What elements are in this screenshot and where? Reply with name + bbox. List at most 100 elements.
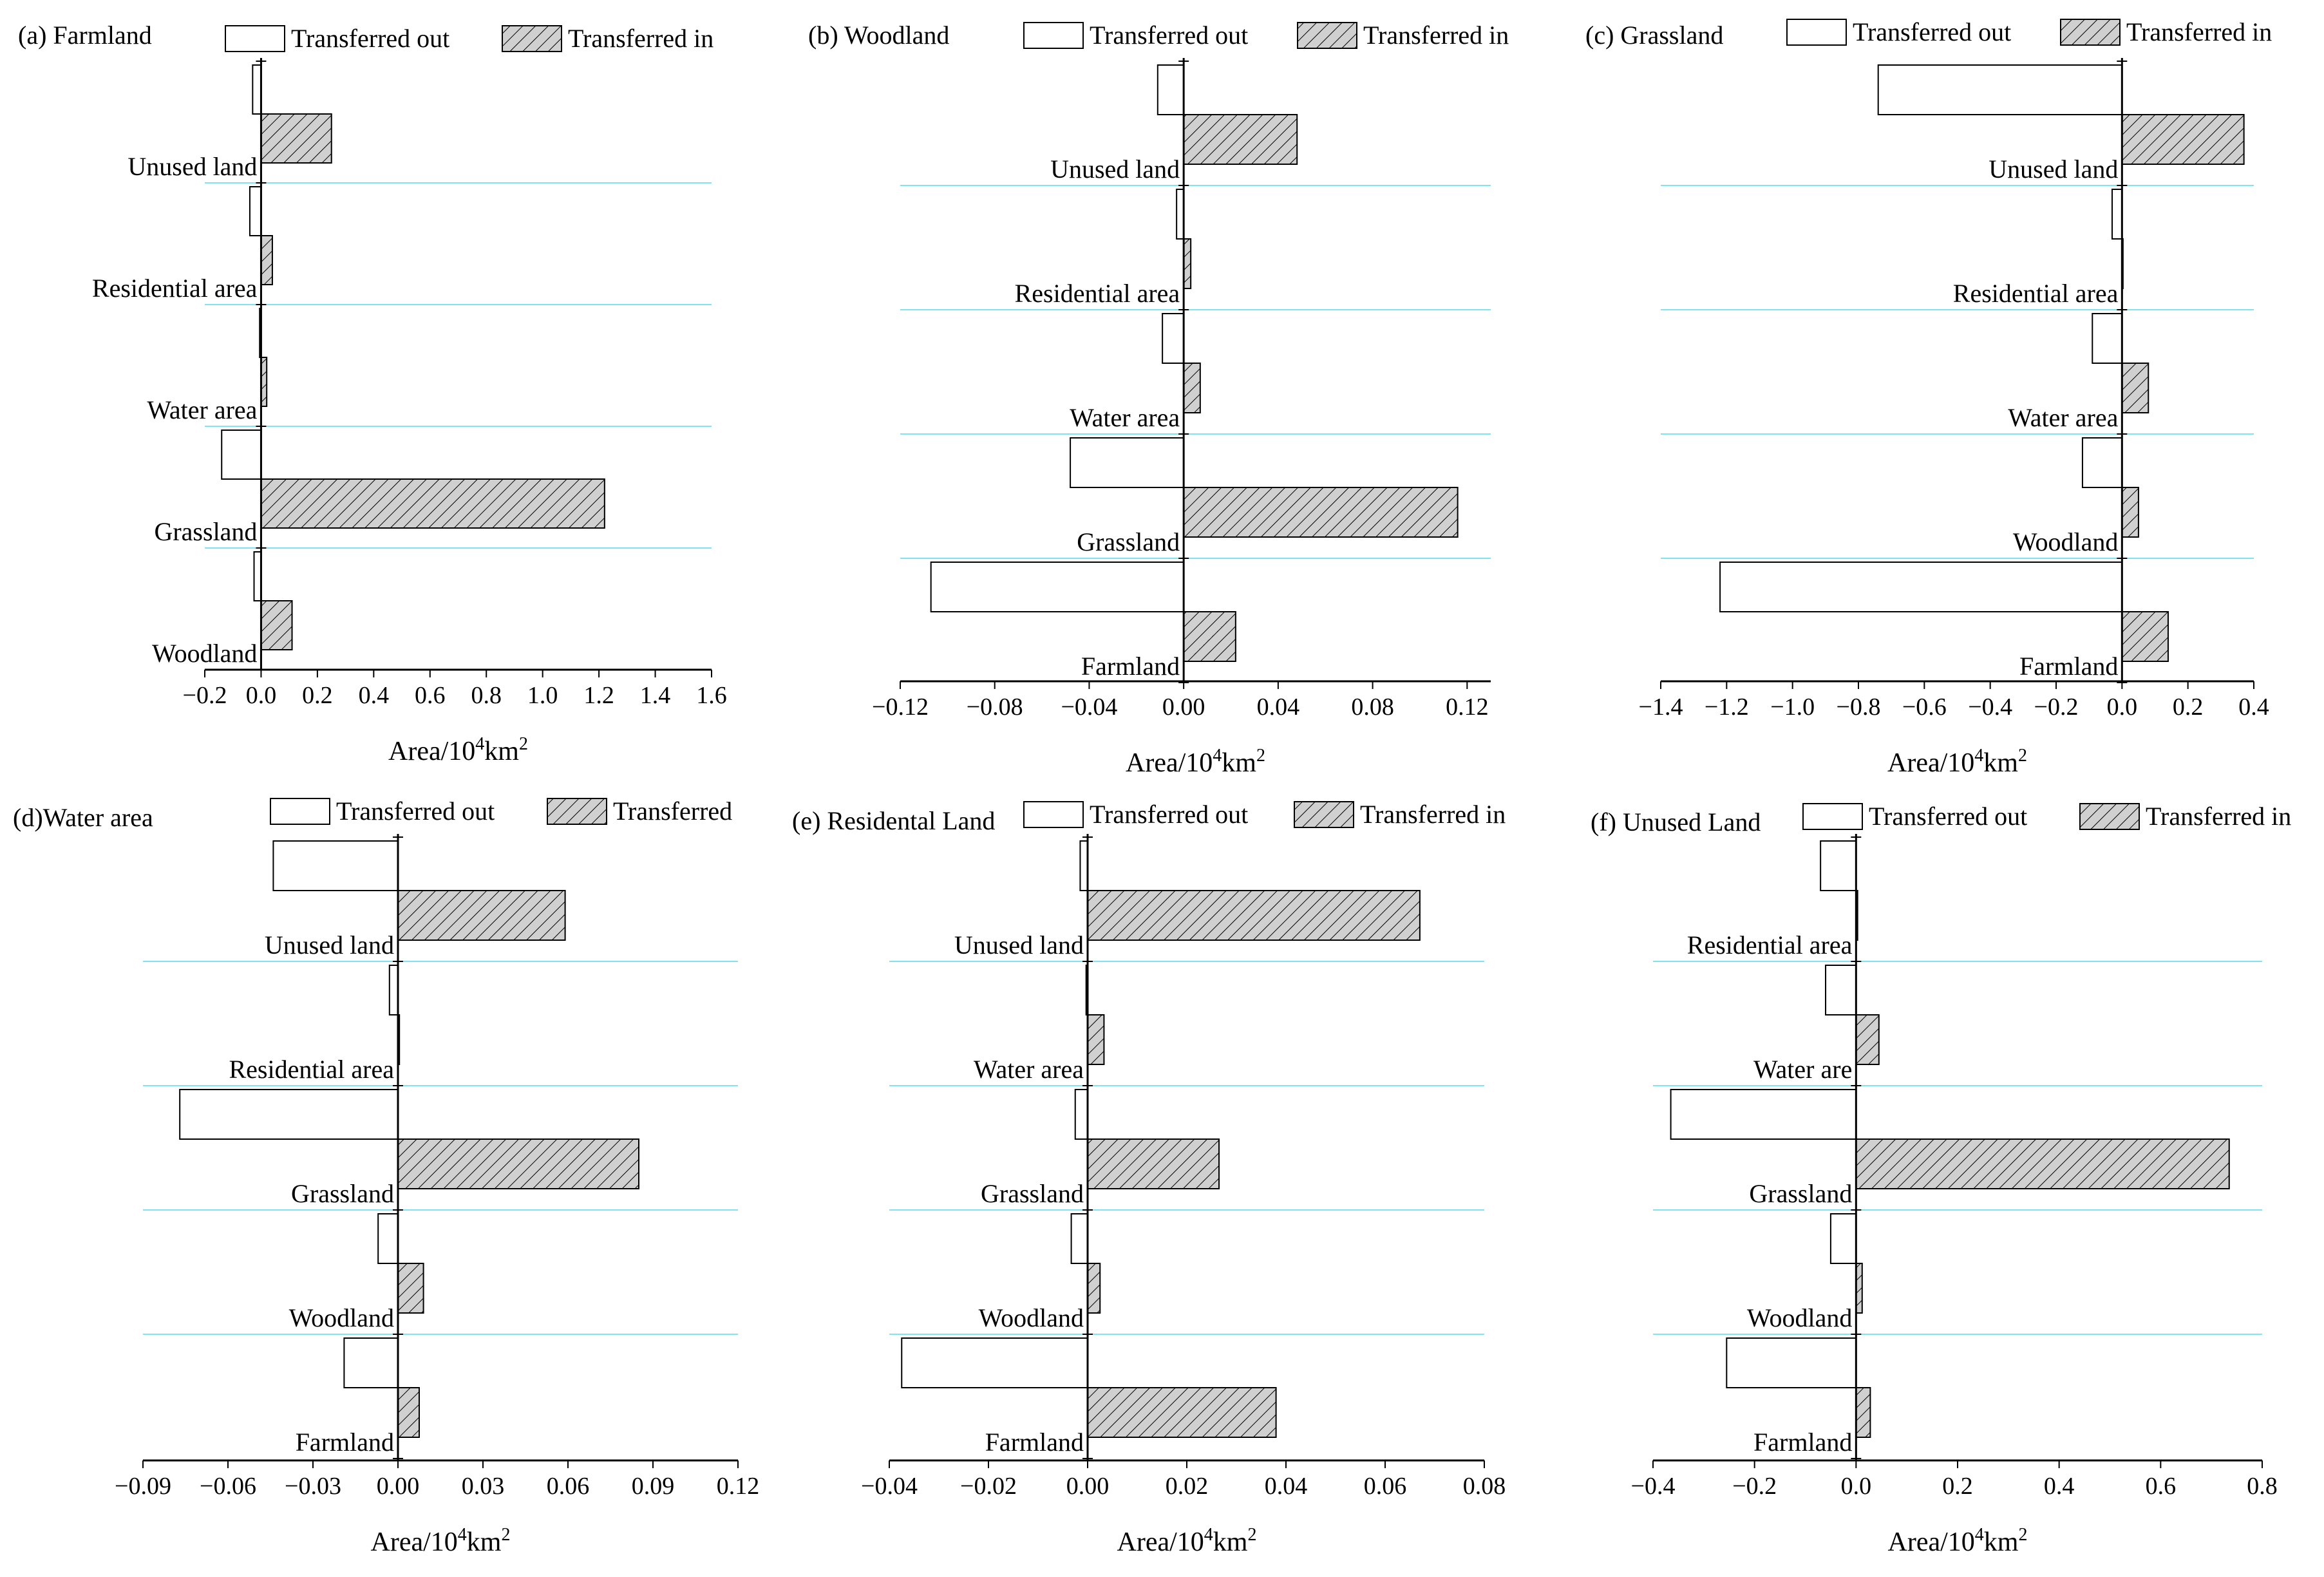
chart-title: (f) Unused Land [1591,807,1761,836]
bar-transferred-out [272,840,399,891]
legend: Transferred out Transferred [270,797,732,826]
bar-transferred-out [221,430,262,480]
chart-panel-e: (e) Residental Land Transferred out Transf… [792,800,1506,1557]
legend-label-out: Transferred out [1853,17,2011,46]
x-tick-label: 1.0 [527,682,558,709]
chart-panel-d: (d)Water area Transferred out Transferred U… [13,797,759,1557]
category-label: Water area [1070,403,1180,432]
category-label: Unused land [954,930,1084,959]
legend: Transferred out Transferred in [225,24,713,53]
category-label: Unused land [1050,155,1180,184]
x-tick-label: 0.09 [632,1473,675,1500]
legend-swatch-in [2079,803,2140,830]
bar-transferred-in [1855,1387,1871,1438]
x-tick-label: −1.2 [1705,694,1749,721]
chart-panel-f: (f) Unused Land Transferred out Transferre… [1591,802,2291,1557]
bar-transferred-out [253,551,262,601]
legend-label-out: Transferred out [336,797,495,826]
x-tick-label: 0.08 [1463,1473,1506,1500]
x-tick-label: 0.4 [2044,1473,2075,1500]
bar-transferred-out [1877,64,2123,115]
x-tick-label: −0.6 [1902,694,1947,721]
bar-transferred-out [249,186,262,236]
bar-transferred-in [2121,487,2139,538]
x-tick-label: 0.00 [377,1473,420,1500]
category-label: Woodland [289,1303,394,1332]
bar-transferred-in [1183,363,1201,413]
category-label: Residential area [1687,930,1853,959]
x-tick-label: −0.2 [2034,694,2079,721]
legend-swatch-in [2060,19,2121,46]
category-label: Grassland [291,1179,394,1208]
bar-transferred-in [1087,1138,1220,1189]
category-label: Residential area [1953,279,2119,308]
chart-panel-c: (c) Grassland Transferred out Transferred … [1585,17,2272,778]
chart-panel-a: (a) Farmland Transferred out Transferred i… [18,21,727,766]
bar-transferred-out [1829,1213,1857,1264]
bar-transferred-out [930,562,1185,612]
x-tick-label: 0.12 [1446,694,1489,721]
bar-transferred-in [1087,1387,1277,1438]
x-axis-label: Area/104km2 [1887,746,2027,778]
bar-transferred-out [1825,965,1857,1015]
x-tick-label: −0.02 [960,1473,1017,1500]
bar-transferred-in [1855,1138,2230,1189]
bar-transferred-out [1726,1337,1857,1388]
category-label: Farmland [296,1428,394,1457]
category-label: Woodland [1747,1303,1852,1332]
legend-swatch-out [225,25,285,52]
bar-transferred-out [2081,437,2123,488]
x-tick-label: 0.04 [1257,694,1300,721]
bar-transferred-in [260,600,293,650]
x-tick-label: 0.06 [547,1473,590,1500]
x-tick-label: 1.2 [583,682,614,709]
category-label: Grassland [1077,527,1180,556]
legend: Transferred out Transferred in [1023,21,1509,50]
chart-title: (a) Farmland [18,21,152,50]
x-tick-label: 0.0 [1841,1473,1872,1500]
category-label: Unused land [1989,155,2118,184]
x-tick-label: −0.04 [1061,694,1117,721]
bar-transferred-out [901,1337,1088,1388]
bar-transferred-in [1855,1014,1880,1065]
x-tick-label: 0.6 [2146,1473,2177,1500]
x-tick-label: −0.4 [1968,694,2012,721]
x-tick-label: −0.4 [1631,1473,1676,1500]
legend: Transferred out Transferred in [1786,17,2272,46]
bar-transferred-out [252,64,262,115]
x-tick-label: −1.4 [1639,694,1683,721]
chart-title: (e) Residental Land [792,806,995,835]
legend-label-out: Transferred out [1869,802,2027,831]
x-tick-label: 0.04 [1265,1473,1308,1500]
x-tick-label: −0.09 [115,1473,171,1500]
x-axis-label: Area/104km2 [388,734,528,766]
bar-transferred-in [1183,114,1298,165]
bar-transferred-out [1176,189,1185,240]
x-tick-label: 0.6 [415,682,446,709]
bar-transferred-in [260,478,605,529]
bar-transferred-out [1670,1089,1857,1140]
x-tick-label: 0.2 [302,682,333,709]
legend-label-out: Transferred out [1090,21,1248,50]
category-label: Residential area [92,274,258,303]
legend-label-in: Transferred in [1363,21,1509,50]
bar-transferred-out [1820,840,1857,891]
legend: Transferred out Transferred in [1802,802,2291,831]
bar-transferred-in [397,1263,424,1314]
bar-transferred-in [1183,238,1192,289]
bar-transferred-in [1087,1014,1105,1065]
x-tick-label: 0.4 [2238,694,2269,721]
x-tick-label: 0.12 [717,1473,760,1500]
bar-transferred-out [1074,1089,1088,1140]
bar-transferred-in [397,890,566,941]
category-label: Unused land [265,930,394,959]
bar-transferred-in [397,1387,420,1438]
chart-title: (c) Grassland [1585,21,1723,50]
x-tick-label: −0.8 [1837,694,1881,721]
category-label: Water area [147,395,257,424]
bar-transferred-in [1183,611,1236,662]
x-tick-label: −0.06 [200,1473,256,1500]
category-label: Grassland [154,517,257,546]
bar-transferred-in [1087,890,1421,941]
legend-swatch-out [1786,19,1847,46]
